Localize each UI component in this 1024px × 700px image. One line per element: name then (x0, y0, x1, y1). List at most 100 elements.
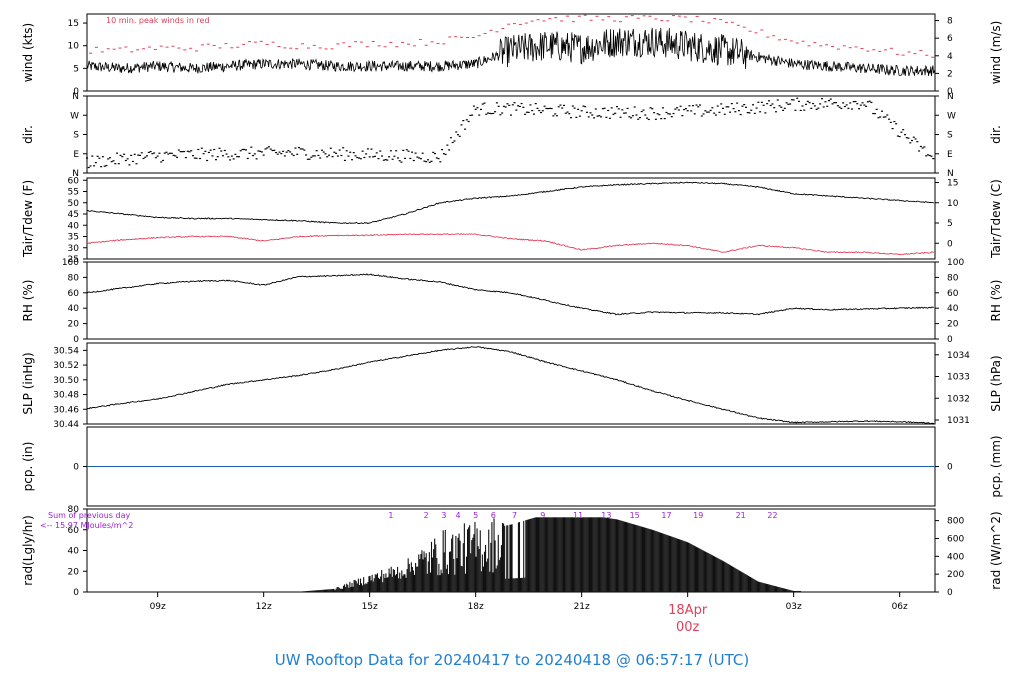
left-tick-label-pcp: 0 (73, 463, 79, 473)
left-tick-label-wind: 15 (68, 19, 79, 29)
right-axis-label-slp: SLP (hPa) (989, 355, 1003, 411)
x-tick-label: 12z (256, 602, 272, 612)
hour-marker-label: 17 (661, 511, 671, 520)
panel-frame-dir (86, 95, 936, 174)
right-axis-label-dir: dir. (989, 125, 1003, 144)
left-tick-label-rh: 20 (68, 320, 80, 330)
air-temperature-line (87, 181, 935, 225)
left-tick-label-slp: 30.52 (53, 361, 79, 371)
right-axis-label-temp: Tair/Tdew (C) (989, 179, 1003, 259)
left-tick-label-rh: 0 (73, 335, 79, 345)
left-tick-label-temp: 40 (68, 221, 80, 231)
hour-marker-label: 11 (573, 511, 583, 520)
x-tick-label: 18z (468, 602, 484, 612)
right-tick-label-rh: 40 (947, 304, 959, 314)
left-axis-label-wind: wind (kts) (21, 23, 35, 82)
right-tick-label-wind: 6 (947, 34, 953, 44)
left-tick-label-temp: 30 (68, 244, 80, 254)
panel-frame-temp (86, 177, 936, 260)
left-axis-label-slp: SLP (inHg) (21, 352, 35, 414)
left-tick-label-slp: 30.54 (53, 346, 79, 356)
left-tick-label-dir: E (73, 150, 79, 160)
left-tick-label-dir: N (72, 92, 79, 102)
x-tick-label: 03z (786, 602, 802, 612)
dewpoint-line (87, 233, 935, 256)
left-tick-label-slp: 30.46 (53, 405, 79, 415)
radiation-sum-note: Sum of previous day (48, 511, 130, 520)
left-tick-label-temp: 25 (68, 255, 79, 265)
right-tick-label-temp: 0 (947, 239, 953, 249)
left-tick-label-rad: 0 (73, 588, 79, 598)
hour-marker-label: 1 (388, 511, 393, 520)
hour-marker-label: 5 (473, 511, 478, 520)
hour-marker-label: 15 (630, 511, 640, 520)
hour-marker-label: 19 (693, 511, 703, 520)
left-tick-label-wind: 10 (68, 42, 80, 52)
panel-frame-slp (86, 342, 936, 425)
right-tick-label-pcp: 0 (947, 463, 953, 473)
left-tick-label-rh: 100 (62, 258, 79, 268)
right-tick-label-rad: 200 (947, 570, 964, 580)
left-tick-label-rad: 20 (68, 567, 80, 577)
right-tick-label-wind: 8 (947, 17, 953, 27)
left-tick-label-rh: 60 (68, 289, 80, 299)
left-tick-label-wind: 0 (73, 87, 79, 97)
peak-wind-note: 10 min. peak winds in red (106, 16, 210, 25)
left-tick-label-rad: 60 (68, 526, 80, 536)
hour-marker-label: 2 (424, 511, 429, 520)
right-tick-label-temp: 10 (947, 199, 959, 209)
date-label: 18Apr (668, 603, 708, 618)
hour-marker-label: 6 (491, 511, 496, 520)
left-axis-label-pcp: pcp. (in) (21, 442, 35, 492)
right-tick-label-slp: 1033 (947, 373, 970, 383)
left-tick-label-temp: 35 (68, 233, 79, 243)
footer-title: UW Rooftop Data for 20240417 to 20240418… (275, 651, 749, 669)
x-tick-label: 09z (150, 602, 166, 612)
right-tick-label-rh: 20 (947, 320, 959, 330)
left-tick-label-temp: 60 (68, 176, 80, 186)
left-axis-label-rad: rad(Lgly/hr) (21, 515, 35, 586)
wind-speed-line (87, 27, 935, 77)
right-tick-label-rad: 400 (947, 552, 964, 562)
left-tick-label-slp: 30.44 (53, 420, 79, 430)
left-tick-label-temp: 55 (68, 188, 79, 198)
right-axis-label-rh: RH (%) (989, 280, 1003, 322)
right-tick-label-temp: 5 (947, 219, 953, 229)
hour-marker-label: 7 (512, 511, 517, 520)
hour-marker-label: 22 (767, 511, 777, 520)
x-tick-label: 15z (362, 602, 378, 612)
x-tick-label: 06z (892, 602, 908, 612)
left-tick-label-rad: 40 (68, 547, 80, 557)
left-tick-label-dir: S (73, 131, 79, 141)
left-tick-label-slp: 30.48 (53, 391, 79, 401)
left-tick-label-wind: 5 (73, 64, 79, 74)
left-tick-label-temp: 45 (68, 210, 79, 220)
right-tick-label-rad: 600 (947, 534, 964, 544)
right-tick-label-dir: E (947, 150, 953, 160)
rh-line (87, 273, 935, 316)
hour-marker-label: 21 (736, 511, 746, 520)
right-tick-label-slp: 1032 (947, 394, 970, 404)
slp-line (87, 346, 934, 424)
left-tick-label-slp: 30.50 (53, 376, 79, 386)
hour-marker-label: 13 (601, 511, 611, 520)
left-tick-label-temp: 50 (68, 199, 80, 209)
left-axis-label-dir: dir. (21, 125, 35, 144)
left-tick-label-rh: 40 (68, 304, 80, 314)
x-tick-label: 21z (574, 602, 590, 612)
right-axis-label-wind: wind (m/s) (989, 21, 1003, 85)
right-tick-label-rad: 0 (947, 588, 953, 598)
left-tick-label-rh: 80 (68, 273, 80, 283)
panel-frame-rh (86, 261, 936, 340)
date-sublabel: 00z (676, 620, 700, 635)
right-tick-label-rh: 0 (947, 335, 953, 345)
right-tick-label-wind: 4 (947, 52, 953, 62)
right-tick-label-dir: S (947, 131, 953, 141)
right-tick-label-temp: 15 (947, 179, 958, 189)
left-tick-label-dir: W (70, 111, 79, 121)
right-tick-label-rh: 100 (947, 258, 964, 268)
right-tick-label-dir: N (947, 169, 954, 179)
right-axis-label-pcp: pcp. (mm) (989, 435, 1003, 497)
